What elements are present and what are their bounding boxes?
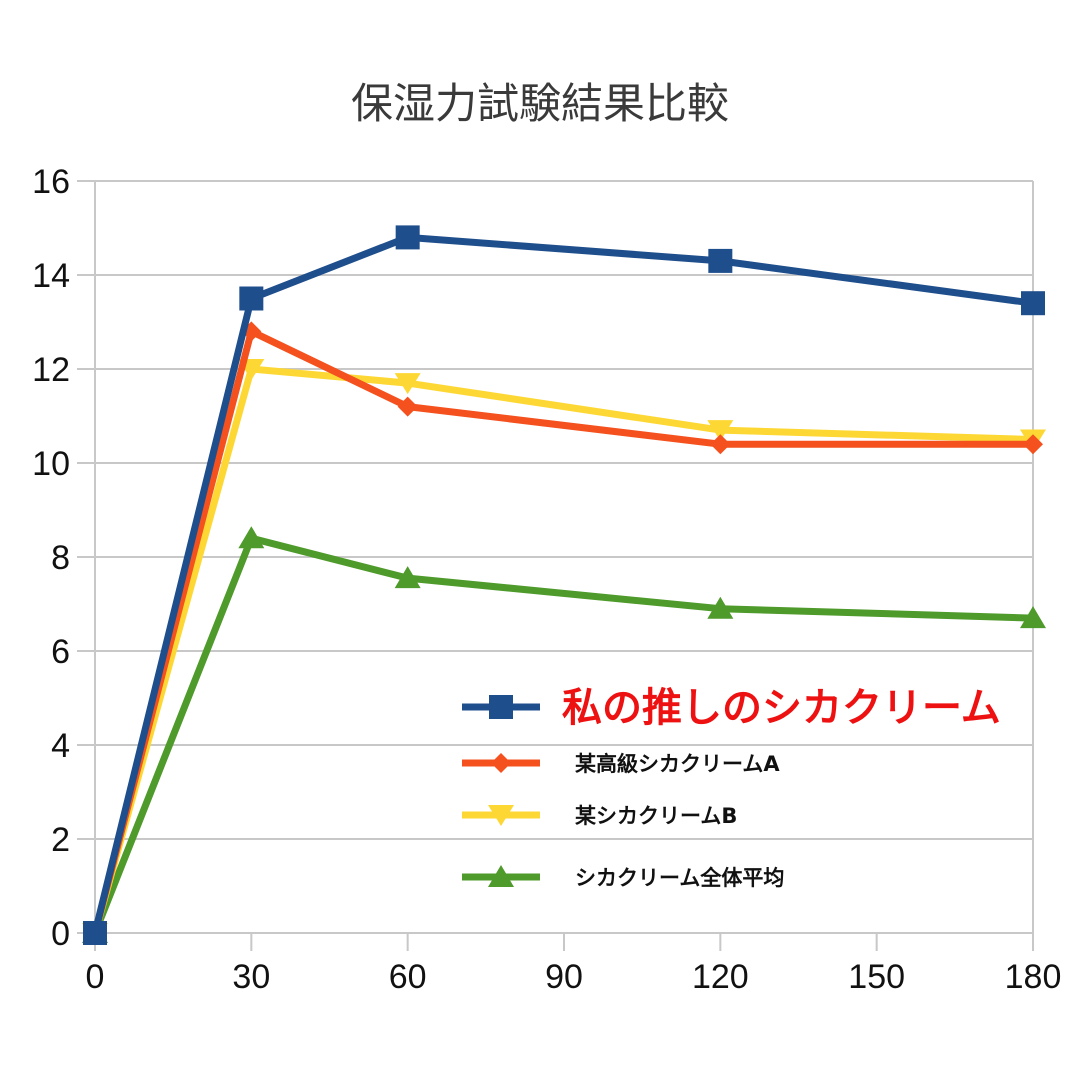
legend-label: 某シカクリームB [575,804,737,828]
grid [77,180,1034,951]
y-tick-label: 10 [32,445,70,483]
data-point [83,921,107,945]
y-tick-label: 14 [32,257,70,295]
legend-entry-3: 某シカクリームB [462,804,737,828]
series-1 [83,225,1045,945]
legend-label: シカクリーム全体平均 [575,866,784,890]
data-point [707,420,734,442]
series-group [82,225,1046,945]
data-point [707,596,734,619]
legend-marker [491,753,511,773]
data-point [710,434,731,455]
series-2 [85,321,1043,943]
legend-entry-4: シカクリーム全体平均 [462,865,784,890]
data-point [394,373,421,395]
x-tick-label: 150 [848,958,905,996]
data-point [238,526,265,549]
data-point [1020,606,1046,629]
legend-marker [488,805,514,826]
data-point [708,248,733,273]
legend-marker [488,865,514,887]
y-tick-label: 4 [51,727,70,765]
x-tick-label: 0 [86,958,105,996]
y-axis-ticks: 0 2 4 6 8 10 12 14 16 [32,163,70,953]
data-point [239,286,264,311]
data-point [395,225,420,250]
x-tick-label: 90 [545,958,583,996]
y-tick-label: 8 [51,539,70,577]
data-point [397,396,418,417]
series-4 [82,526,1046,943]
legend-entry-1: 私の推しのシカクリーム [462,685,1001,731]
data-point [1021,291,1045,316]
series-line [91,534,1034,935]
y-tick-label: 0 [51,915,70,953]
x-axis-ticks: 0 30 60 90 120 150 180 [86,958,1062,996]
x-tick-label: 180 [1005,958,1062,996]
y-tick-label: 6 [51,633,70,671]
x-tick-label: 60 [389,958,427,996]
y-tick-label: 12 [32,351,70,389]
legend-label: 私の推しのシカクリーム [562,685,1001,731]
data-point [394,566,421,589]
y-tick-label: 2 [51,821,70,859]
y-tick-label: 16 [32,163,70,201]
legend-entry-2: 某高級シカクリームA [462,752,780,776]
chart-title: 保湿力試験結果比較 [351,79,729,128]
x-tick-label: 120 [692,958,749,996]
data-point [1023,434,1043,455]
x-tick-label: 30 [232,958,270,996]
legend-marker [489,695,513,719]
legend-label: 某高級シカクリームA [575,752,780,776]
